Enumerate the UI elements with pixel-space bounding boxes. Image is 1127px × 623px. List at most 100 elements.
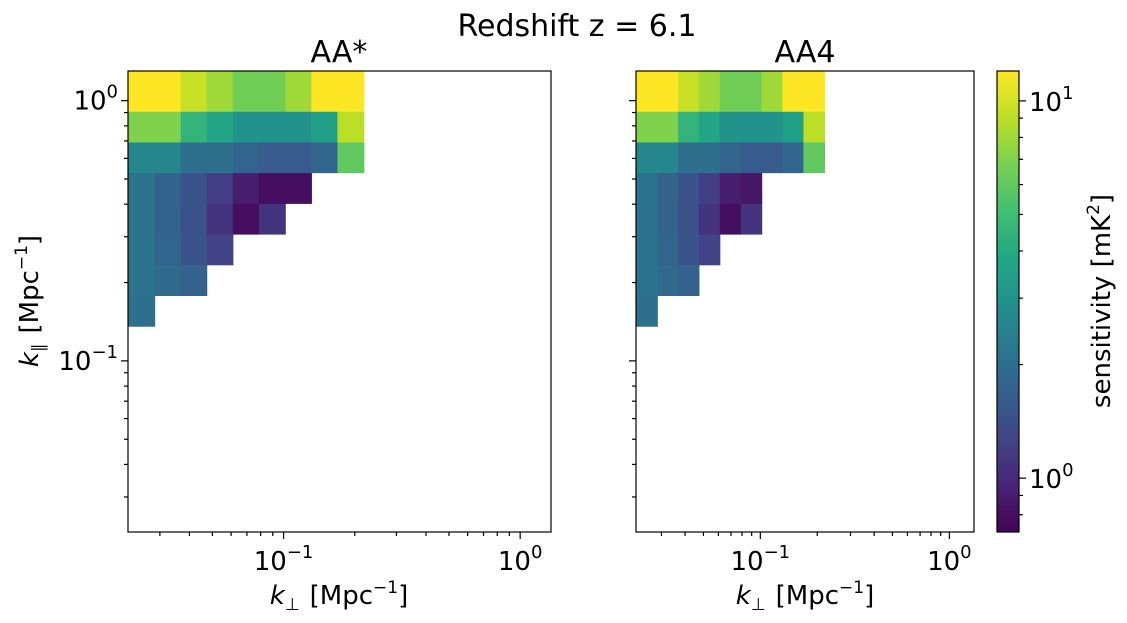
heatmap-cell: [719, 172, 742, 204]
heatmap-cell: [803, 71, 826, 112]
heatmap-cell: [206, 111, 234, 143]
heatmap-cell: [636, 264, 658, 296]
heatmap-cell: [259, 203, 286, 235]
heatmap-cell: [206, 172, 234, 204]
x-axis-label-close: ]: [864, 581, 874, 611]
x-axis-label-subscript: ⊥: [751, 595, 766, 615]
y-tick-label-base: 10: [73, 87, 106, 117]
heatmap-cell: [259, 172, 286, 204]
heatmap-cell: [337, 141, 365, 174]
heatmap-cell: [180, 234, 208, 266]
heatmap-cell: [636, 71, 658, 112]
heatmap-cell: [154, 172, 182, 204]
heatmap-cell: [719, 111, 742, 143]
heatmap-cell: [311, 141, 339, 174]
heatmap-cells: [128, 71, 365, 327]
colorbar-tick-label: 101: [1029, 83, 1074, 118]
heatmap-cell: [180, 71, 208, 112]
colorbar-tick-label-base: 10: [1029, 88, 1062, 118]
heatmap-cell: [259, 71, 286, 112]
y-tick-label-exponent: −1: [91, 342, 118, 363]
y-axis-label-unit: [Mpc: [15, 270, 45, 333]
heatmap-cell: [206, 203, 234, 235]
heatmap-cell: [761, 141, 784, 174]
heatmap-cell: [678, 71, 700, 112]
y-axis-label: k∥ [Mpc−1]: [12, 235, 49, 367]
heatmap-cell: [657, 172, 679, 204]
heatmap-cell: [678, 111, 700, 143]
heatmap-cell: [206, 141, 234, 174]
y-tick-label-exponent: 0: [107, 82, 118, 103]
colorbar-label-exponent: 2: [1084, 204, 1104, 215]
colorbar-label-text: sensitivity [mK: [1087, 214, 1117, 408]
heatmap-cell: [698, 234, 721, 266]
heatmap-cell: [180, 111, 208, 143]
colorbar-label: sensitivity [mK2]: [1084, 194, 1117, 408]
heatmap-cell: [285, 141, 312, 174]
heatmap-cell: [740, 111, 763, 143]
x-tick-label-exponent: −1: [287, 542, 314, 563]
heatmap-cell: [311, 71, 339, 112]
heatmap-cell: [657, 141, 679, 174]
heatmap-cell: [206, 234, 234, 266]
heatmap-cell: [761, 71, 784, 112]
heatmap-cell: [657, 234, 679, 266]
heatmap-cell: [657, 111, 679, 143]
heatmap-cell: [803, 111, 826, 143]
heatmap-cell: [232, 111, 260, 143]
y-axis-label-close: ]: [15, 235, 45, 245]
heatmap-cell: [678, 234, 700, 266]
heatmap-cell: [180, 264, 208, 296]
heatmap-cell: [128, 111, 156, 143]
heatmap-cell: [782, 111, 804, 143]
heatmap-cell: [232, 203, 260, 235]
heatmap-cell: [128, 234, 156, 266]
heatmap-cell: [285, 71, 312, 112]
heatmap-cell: [154, 111, 182, 143]
panel-aa4: AA4 10−1 100 k⊥ [Mpc−1]: [629, 35, 975, 615]
heatmap-cell: [678, 172, 700, 204]
heatmap-cell: [636, 295, 658, 327]
heatmap-cell: [337, 111, 365, 143]
heatmap-cell: [719, 203, 742, 235]
x-axis-label-subscript: ⊥: [285, 595, 300, 615]
panel-title: AA4: [775, 35, 836, 70]
heatmap-cell: [636, 111, 658, 143]
heatmap-cell: [698, 111, 721, 143]
heatmap-cell: [719, 71, 742, 112]
y-tick-label: 100: [73, 82, 118, 117]
x-axis-label: k⊥ [Mpc−1]: [270, 578, 408, 615]
x-axis-label-unit: [Mpc: [776, 581, 839, 611]
x-axis-label-exponent: −1: [373, 578, 398, 598]
heatmap-cell: [128, 264, 156, 296]
heatmap-cell: [285, 172, 312, 204]
heatmap-cell: [232, 172, 260, 204]
heatmap-cell: [180, 203, 208, 235]
heatmap-cell: [128, 71, 156, 112]
panel-title: AA*: [311, 35, 368, 70]
heatmap-cell: [740, 141, 763, 174]
heatmap-cell: [678, 264, 700, 296]
x-tick-label: 10−1: [254, 542, 314, 577]
heatmap-cell: [740, 203, 763, 235]
heatmap-cell: [782, 71, 804, 112]
y-axis-label-symbol: k: [15, 351, 45, 367]
colorbar-gradient: [997, 71, 1019, 532]
heatmap-cell: [636, 141, 658, 174]
heatmap-cell: [311, 111, 339, 143]
heatmap-cell: [740, 71, 763, 112]
heatmap-cell: [698, 141, 721, 174]
heatmap-cell: [206, 71, 234, 112]
colorbar-tick-label-exponent: 1: [1062, 83, 1073, 104]
heatmap-cell: [719, 141, 742, 174]
heatmap-cell: [782, 141, 804, 174]
colorbar-frame: [996, 70, 1020, 533]
heatmap-cell: [657, 264, 679, 296]
heatmap-cell: [636, 234, 658, 266]
x-tick-label-exponent: 0: [960, 542, 971, 563]
heatmap-cell: [678, 141, 700, 174]
colorbar-tick-label-base: 10: [1029, 465, 1062, 495]
